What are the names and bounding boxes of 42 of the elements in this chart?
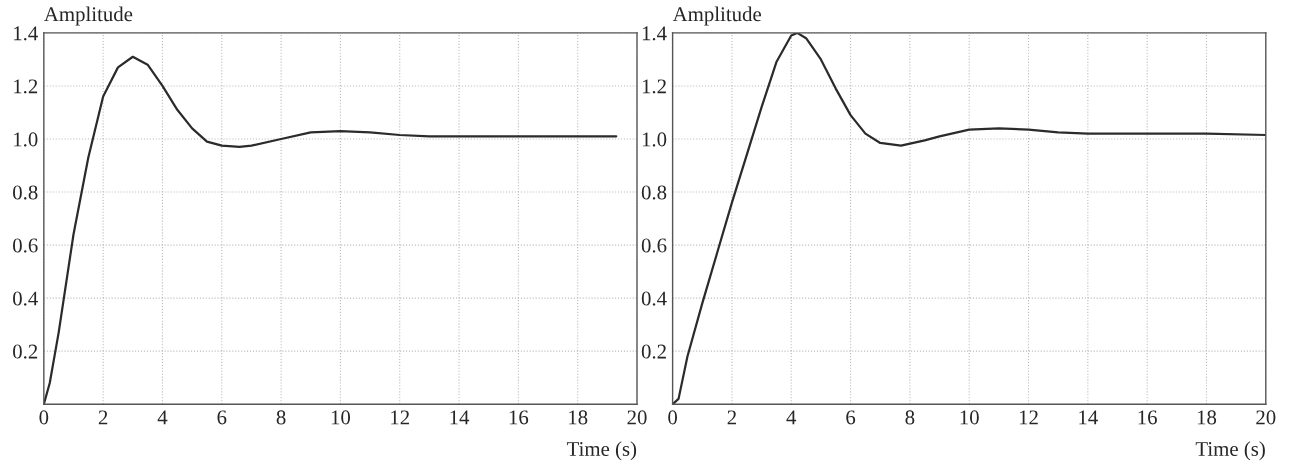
x-axis-title: Time (s) bbox=[566, 441, 637, 461]
x-tick-label: 2 bbox=[727, 410, 736, 425]
x-tick-label: 20 bbox=[1256, 410, 1276, 425]
x-tick-label: 18 bbox=[569, 410, 588, 425]
x-tick-label: 18 bbox=[1197, 410, 1217, 425]
x-tick-label: 16 bbox=[1138, 410, 1157, 425]
line-series bbox=[43, 55, 618, 405]
x-tick-label: 12 bbox=[391, 410, 410, 425]
y-tick-label: 1.2 bbox=[642, 79, 666, 94]
x-tick-label: 14 bbox=[1079, 410, 1098, 425]
x-tick-label: 2 bbox=[98, 410, 108, 425]
line-series bbox=[672, 32, 1266, 405]
x-tick-label: 10 bbox=[331, 410, 351, 425]
x-tick-label: 4 bbox=[157, 410, 168, 425]
x-tick-label: 8 bbox=[905, 410, 915, 425]
x-tick-label: 6 bbox=[846, 410, 856, 425]
y-tick-label: 0.2 bbox=[641, 344, 666, 359]
x-axis-title: Time (s) bbox=[1195, 441, 1265, 461]
y-tick-label: 0.2 bbox=[13, 344, 38, 359]
y-axis-title: Amplitude bbox=[44, 6, 133, 26]
y-tick-label: 1.4 bbox=[642, 26, 667, 41]
y-tick-label: 0.6 bbox=[641, 238, 667, 253]
y-tick-label: 0.8 bbox=[13, 185, 38, 200]
x-tick-label: 6 bbox=[217, 410, 227, 425]
y-tick-label: 0.6 bbox=[13, 238, 38, 253]
x-tick-label: 10 bbox=[960, 410, 979, 425]
x-tick-label: 0 bbox=[39, 410, 49, 425]
x-tick-label: 0 bbox=[668, 410, 678, 425]
y-tick-label: 1.0 bbox=[14, 132, 38, 147]
y-tick-label: 0.8 bbox=[641, 185, 667, 200]
x-tick-label: 4 bbox=[786, 410, 797, 425]
y-tick-label: 1.2 bbox=[14, 79, 38, 94]
y-tick-label: 1.4 bbox=[14, 26, 38, 41]
y-tick-label: 0.4 bbox=[641, 291, 667, 306]
y-axis-title: Amplitude bbox=[672, 6, 761, 26]
x-tick-label: 12 bbox=[1019, 410, 1038, 425]
y-tick-label: 0.4 bbox=[13, 291, 38, 306]
x-tick-label: 8 bbox=[276, 410, 286, 425]
y-tick-label: 1.0 bbox=[642, 132, 667, 147]
x-tick-label: 14 bbox=[450, 410, 470, 425]
x-tick-label: 20 bbox=[627, 410, 647, 425]
x-tick-label: 16 bbox=[509, 410, 529, 425]
